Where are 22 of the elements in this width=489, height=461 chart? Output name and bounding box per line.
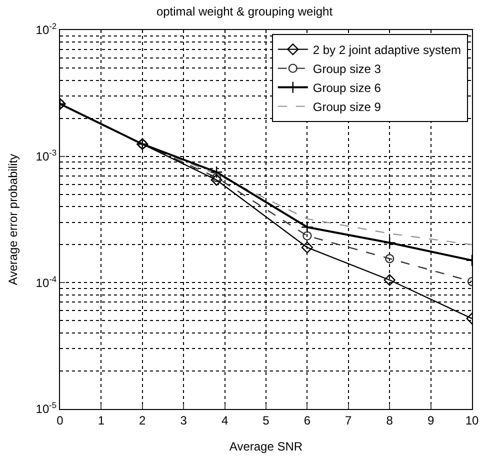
x-tick-label: 3	[180, 413, 188, 428]
y-tick-label: 10$^{-5}$	[36, 400, 57, 416]
x-tick-label: 8	[386, 413, 394, 428]
y-tick-label: 10$^{-3}$	[36, 147, 57, 164]
x-tick-label: 0	[56, 413, 64, 428]
x-tick-label: 9	[427, 413, 434, 428]
x-tick-label: 1	[98, 413, 105, 428]
x-axis-title: Average SNR	[229, 439, 303, 454]
legend-label: Group size 9	[312, 100, 382, 114]
y-axis-title: Average error probability	[6, 154, 20, 286]
x-tick-label: 4	[221, 413, 228, 428]
y-tick-label: 10$^{-2}$	[36, 21, 57, 38]
x-tick-label: 7	[345, 413, 352, 428]
x-tick-label: 6	[304, 413, 311, 428]
legend-label: Group size 6	[312, 80, 382, 95]
legend-label: Group size 3	[312, 62, 382, 76]
x-tick-label: 10	[465, 413, 479, 428]
legend-label: 2 by 2 joint adaptive system	[312, 42, 461, 57]
x-tick-label: 5	[262, 413, 270, 428]
chart-title: optimal weight & grouping weight	[156, 4, 334, 18]
x-tick-label: 2	[139, 413, 146, 428]
y-tick-label: 10$^{-4}$	[36, 274, 57, 290]
